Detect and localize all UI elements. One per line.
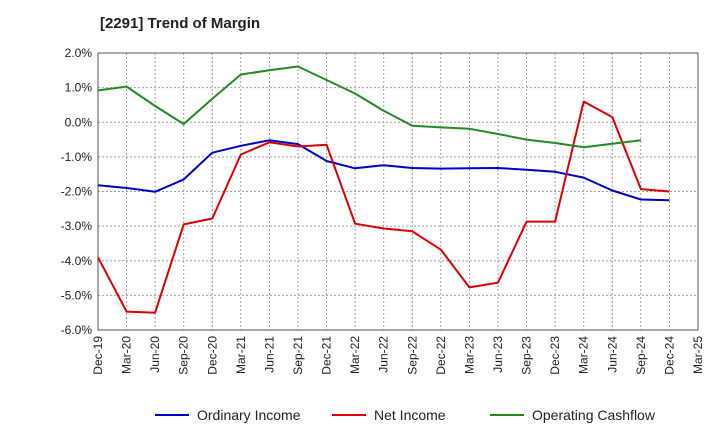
x-tick-label: Jun-24 bbox=[605, 336, 619, 373]
x-tick-label: Dec-21 bbox=[320, 336, 334, 375]
legend-label: Ordinary Income bbox=[197, 407, 301, 423]
x-tick-label: Mar-25 bbox=[691, 336, 705, 374]
x-tick-label: Sep-23 bbox=[520, 336, 534, 375]
gridlines bbox=[97, 52, 699, 331]
series-lines bbox=[97, 65, 670, 314]
axes: -6.0% -5.0% -4.0% -3.0% -2.0% -1.0% 0.0% 1.0% 2.… bbox=[61, 46, 705, 375]
series-line-operating-cashflow bbox=[97, 65, 642, 149]
x-tick-label: Dec-23 bbox=[548, 336, 562, 375]
x-tick-label: Dec-22 bbox=[434, 336, 448, 375]
legend-item: Ordinary Income bbox=[155, 403, 300, 427]
y-tick-label: -1.0% bbox=[61, 150, 93, 164]
y-tick-label: -4.0% bbox=[61, 254, 93, 268]
x-tick-label: Jun-21 bbox=[262, 336, 276, 373]
x-tick-label: Mar-22 bbox=[348, 336, 362, 374]
legend: Ordinary Income Net Income Operating Cashf… bbox=[0, 403, 720, 427]
x-tick-label: Dec-24 bbox=[662, 336, 676, 375]
x-tick-label: Sep-22 bbox=[405, 336, 419, 375]
legend-item: Operating Cashflow bbox=[490, 403, 655, 427]
y-tick-label: -2.0% bbox=[61, 185, 93, 199]
x-tick-label: Dec-19 bbox=[91, 336, 105, 375]
x-tick-label: Sep-20 bbox=[177, 336, 191, 375]
x-tick-label: Jun-20 bbox=[148, 336, 162, 373]
legend-swatch bbox=[332, 414, 366, 416]
x-tick-label: Jun-22 bbox=[377, 336, 391, 373]
legend-swatch bbox=[155, 414, 189, 416]
x-tick-label: Dec-20 bbox=[205, 336, 219, 375]
legend-item: Net Income bbox=[332, 403, 446, 427]
legend-label: Operating Cashflow bbox=[532, 407, 655, 423]
x-tick-label: Sep-24 bbox=[634, 336, 648, 375]
legend-swatch bbox=[490, 414, 524, 416]
x-tick-label: Sep-21 bbox=[291, 336, 305, 375]
y-tick-label: -6.0% bbox=[61, 323, 93, 337]
plot-frame bbox=[97, 52, 699, 331]
y-tick-label: 1.0% bbox=[65, 81, 93, 95]
series-line-ordinary-income bbox=[97, 139, 670, 202]
legend-label: Net Income bbox=[374, 407, 446, 423]
x-tick-label: Mar-20 bbox=[120, 336, 134, 374]
x-tick-label: Jun-23 bbox=[491, 336, 505, 373]
y-tick-label: -3.0% bbox=[61, 219, 93, 233]
y-tick-label: -5.0% bbox=[61, 288, 93, 302]
x-tick-label: Mar-23 bbox=[462, 336, 476, 374]
chart-title: [2291] Trend of Margin bbox=[100, 15, 261, 32]
y-tick-label: 0.0% bbox=[65, 115, 93, 129]
y-tick-label: 2.0% bbox=[65, 46, 93, 60]
x-tick-label: Mar-21 bbox=[234, 336, 248, 374]
x-tick-label: Mar-24 bbox=[577, 336, 591, 374]
series-line-net-income bbox=[97, 100, 670, 314]
